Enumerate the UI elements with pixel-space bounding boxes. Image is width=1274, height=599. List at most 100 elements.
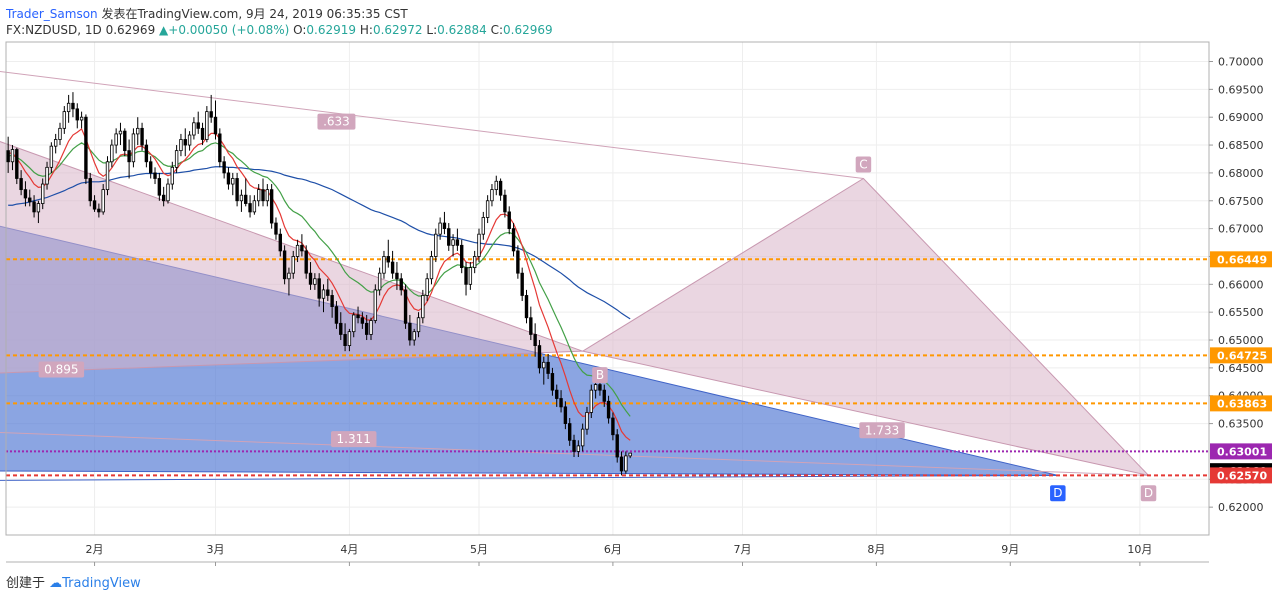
- candle-down: [447, 228, 451, 246]
- candle-down: [615, 434, 619, 458]
- tradingview-logo-icon[interactable]: ☁: [49, 576, 63, 591]
- candle-up: [451, 239, 455, 246]
- candle-down: [278, 233, 282, 252]
- ratio-label: 0.895: [44, 363, 78, 377]
- ratio-badge: [859, 422, 905, 439]
- candle-down: [390, 261, 395, 274]
- candle-down: [123, 130, 127, 152]
- candle-up: [295, 244, 300, 257]
- price-tick-label: 0.69000: [1218, 111, 1264, 124]
- price-tick-label: 0.66000: [1218, 278, 1264, 291]
- candle-up: [585, 412, 589, 430]
- candle-up: [205, 111, 209, 140]
- horizontal-levels: [6, 258, 1209, 477]
- low-value: 0.62884: [437, 23, 487, 37]
- candle-down: [222, 161, 226, 174]
- candle-down: [282, 250, 287, 280]
- candle-down: [308, 272, 313, 285]
- price-tick-label: 0.64500: [1218, 362, 1264, 375]
- candle-down: [563, 406, 568, 424]
- candle-down: [550, 373, 555, 391]
- candle-down: [602, 389, 606, 402]
- candle-down: [23, 189, 28, 199]
- candle-up: [170, 166, 174, 185]
- candle-up: [79, 116, 84, 121]
- candle-up: [593, 384, 598, 391]
- price-tick-label: 0.68000: [1218, 167, 1264, 180]
- candle-down: [343, 334, 347, 346]
- candle-up: [485, 200, 490, 218]
- candle-down: [520, 272, 524, 296]
- candle-up: [624, 455, 628, 472]
- price-tick-label: 0.62000: [1218, 501, 1264, 514]
- time-tick-label: 3月: [206, 543, 224, 556]
- candle-up: [421, 295, 425, 319]
- candle-down: [97, 208, 101, 213]
- candle-up: [105, 161, 110, 191]
- candle-down: [511, 228, 516, 252]
- close-value: 0.62969: [503, 23, 553, 37]
- candle-up: [472, 256, 477, 269]
- candle-down: [304, 250, 308, 274]
- header-line-2: FX:NZDUSD, 1D 0.62969 ▲+0.00050 (+0.08%)…: [6, 23, 553, 37]
- time-tick-label: 6月: [604, 543, 622, 556]
- candle-down: [524, 295, 529, 319]
- level-price-badge: [1210, 443, 1272, 460]
- candle-down: [88, 178, 92, 202]
- candle-down: [516, 250, 520, 274]
- footer-brand[interactable]: TradingView: [62, 576, 141, 591]
- up-arrow-icon: ▲: [159, 23, 169, 37]
- candle-up: [114, 133, 118, 146]
- candle-down: [75, 108, 79, 121]
- header-line-1: Trader_Samson 发表在TradingView.com, 9月 24,…: [6, 5, 408, 22]
- pink-lower-line: [0, 431, 1149, 476]
- time-tick-label: 2月: [86, 543, 104, 556]
- candle-up: [352, 314, 356, 333]
- candle-down: [144, 144, 149, 163]
- candle-down: [244, 194, 248, 204]
- candle-up: [136, 127, 140, 135]
- level-price-label: 0.63001: [1217, 445, 1267, 458]
- candle-down: [326, 289, 330, 296]
- pattern-point-label: C: [859, 158, 867, 172]
- ratio-label: .633: [323, 115, 350, 129]
- candle-down: [529, 317, 533, 335]
- author-name[interactable]: Trader_Samson: [6, 7, 98, 21]
- level-price-label: 0.64725: [1217, 349, 1267, 362]
- candle-up: [429, 256, 434, 280]
- ratio-label: 1.733: [865, 423, 899, 437]
- candle-down: [127, 150, 131, 163]
- candle-up: [468, 267, 473, 285]
- time-axis[interactable]: 2月 3月 4月 5月 6月 7月 8月 9月 10月: [86, 543, 1153, 566]
- price-tick-label: 0.70000: [1218, 55, 1264, 68]
- candle-up: [45, 166, 49, 185]
- candle-up: [252, 200, 257, 213]
- time-tick-label: 4月: [340, 543, 358, 556]
- harmonic-patterns: [0, 71, 1151, 481]
- candle-up: [490, 189, 494, 202]
- price-tick-label: 0.69500: [1218, 83, 1264, 96]
- candle-up: [416, 317, 421, 333]
- ratio-badge: [317, 113, 356, 130]
- candle-down: [28, 197, 32, 203]
- candle-down: [356, 314, 360, 319]
- candle-up: [66, 102, 71, 113]
- price-axis[interactable]: 0.70000 0.69500 0.69000 0.68500 0.68000 0.675…: [1209, 55, 1272, 514]
- candle-up: [53, 139, 58, 147]
- candle-down: [226, 172, 231, 185]
- level-price-badge: [1210, 395, 1272, 412]
- open-label: O:: [293, 23, 307, 37]
- candle-up: [101, 189, 105, 213]
- candle-up: [434, 233, 438, 257]
- candle-up: [62, 111, 67, 129]
- candle-down: [537, 345, 542, 369]
- candle-down: [464, 267, 468, 285]
- candle-down: [261, 189, 265, 202]
- candle-down: [611, 417, 615, 436]
- candle-up: [373, 289, 378, 321]
- price-tick-label: 0.65500: [1218, 306, 1264, 319]
- candle-up: [10, 149, 15, 163]
- candle-down: [403, 289, 408, 324]
- pink-bcd-triangle: [581, 177, 1151, 477]
